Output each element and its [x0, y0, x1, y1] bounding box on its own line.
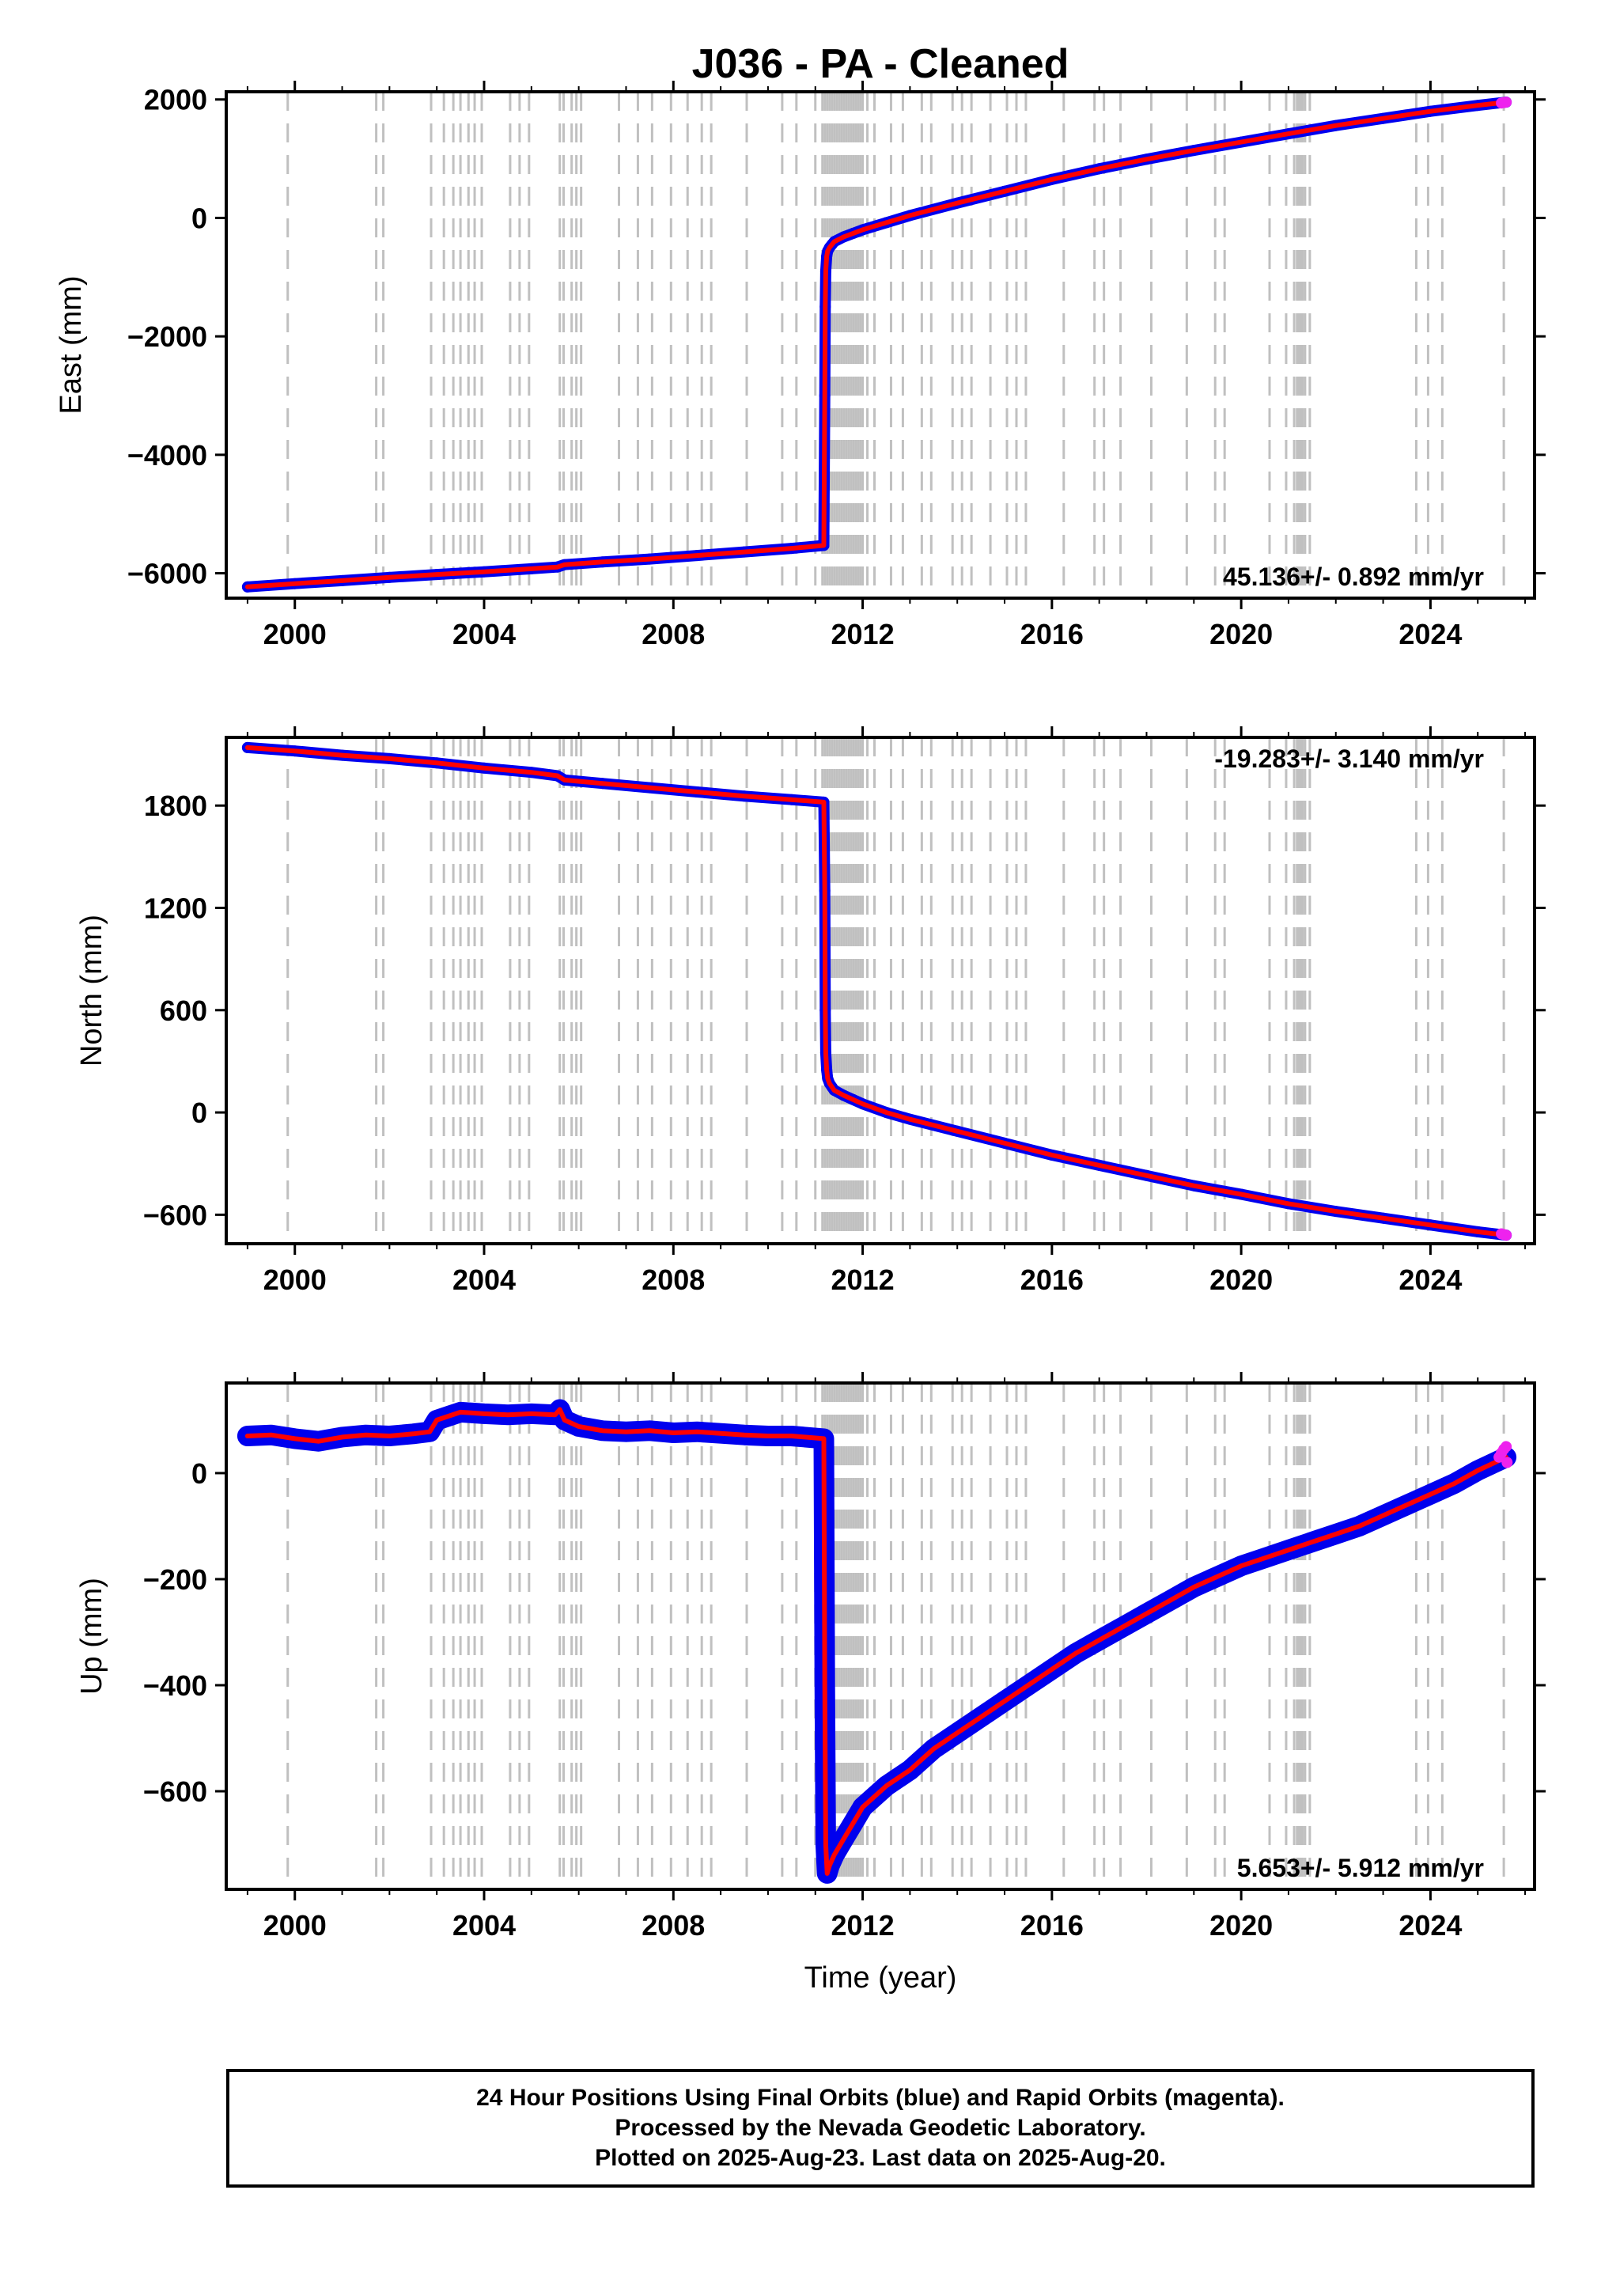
- figure-title: J036 - PA - Cleaned: [692, 41, 1069, 87]
- y-tick-label: 1800: [144, 790, 207, 822]
- footer-box: 24 Hour Positions Using Final Orbits (bl…: [226, 2069, 1535, 2188]
- x-tick-label: 2020: [1209, 1909, 1273, 1942]
- x-tick-label: 2004: [452, 1909, 516, 1942]
- y-tick-label: −200: [143, 1563, 207, 1596]
- x-tick-label: 2020: [1209, 1264, 1273, 1296]
- y-tick-label: −600: [143, 1775, 207, 1808]
- y-tick-label: −2000: [127, 320, 207, 353]
- rate-label: 45.136+/- 0.892 mm/yr: [1223, 563, 1484, 591]
- x-tick-label: 2020: [1209, 618, 1273, 650]
- y-tick-label: 2000: [144, 84, 207, 116]
- y-tick-label: 1200: [144, 892, 207, 924]
- model-fit-line: [244, 744, 1509, 1238]
- x-tick-label: 2000: [263, 618, 327, 650]
- y-tick-label: −6000: [127, 558, 207, 590]
- x-tick-label: 2000: [263, 1909, 327, 1942]
- final-orbits-series: [241, 741, 1512, 1241]
- x-axis-label: Time (year): [804, 1961, 957, 1995]
- x-tick-label: 2012: [831, 1909, 895, 1942]
- north-panel: 2000 2004 2008 2012 2016 2020 2024 1800 1200 600 0…: [75, 726, 1546, 1296]
- x-tick-label: 2012: [831, 618, 895, 650]
- y-tick-label: 0: [191, 1457, 207, 1490]
- y-axis-label: North (mm): [75, 915, 108, 1067]
- plot-frame: [225, 1381, 1536, 1891]
- y-tick-label: −600: [143, 1199, 207, 1231]
- rapid-orbit-point: [1501, 1441, 1512, 1453]
- x-tick-label: 2024: [1399, 1264, 1462, 1296]
- model-fit-line: [244, 1407, 1509, 1876]
- x-tick-label: 2004: [452, 1264, 516, 1296]
- x-tick-label: 2016: [1020, 1909, 1084, 1942]
- y-tick-label: 600: [160, 995, 207, 1027]
- plot-frame: [225, 90, 1536, 600]
- x-tick-label: 2024: [1399, 618, 1462, 650]
- y-tick-label: −4000: [127, 439, 207, 472]
- x-tick-label: 2008: [642, 618, 705, 650]
- y-axis-label: East (mm): [55, 275, 88, 414]
- rate-label: 5.653+/- 5.912 mm/yr: [1237, 1854, 1484, 1882]
- east-panel: 2000 2004 2008 2012 2016 2020 2024 2000 0 −2000 −4…: [55, 81, 1546, 650]
- y-tick-label: 0: [191, 1097, 207, 1129]
- x-tick-label: 2004: [452, 618, 516, 650]
- plot-frame: [225, 736, 1536, 1245]
- y-tick-label: 0: [191, 202, 207, 234]
- footer-line-3: Plotted on 2025-Aug-23. Last data on 202…: [595, 2145, 1166, 2171]
- rate-label: -19.283+/- 3.140 mm/yr: [1214, 744, 1484, 773]
- footer-line-1: 24 Hour Positions Using Final Orbits (bl…: [476, 2085, 1285, 2111]
- x-tick-label: 2008: [642, 1264, 705, 1296]
- rapid-orbit-point: [1501, 1457, 1513, 1468]
- y-axis-label: Up (mm): [75, 1578, 108, 1695]
- footer-line-2: Processed by the Nevada Geodetic Laborat…: [615, 2115, 1146, 2141]
- rapid-orbit-point: [1501, 1229, 1512, 1241]
- x-tick-label: 2024: [1399, 1909, 1462, 1942]
- x-tick-label: 2012: [831, 1264, 895, 1296]
- rapid-orbit-point: [1501, 97, 1512, 108]
- y-tick-label: −400: [143, 1669, 207, 1702]
- final-orbits-series: [237, 1399, 1517, 1884]
- model-fit-line: [244, 100, 1509, 589]
- final-orbits-series: [241, 97, 1512, 593]
- x-tick-label: 2016: [1020, 618, 1084, 650]
- x-tick-label: 2000: [263, 1264, 327, 1296]
- up-panel: 2000 2004 2008 2012 2016 2020 2024 0 −200 −400 −60…: [75, 1372, 1546, 1942]
- x-tick-label: 2008: [642, 1909, 705, 1942]
- x-tick-label: 2016: [1020, 1264, 1084, 1296]
